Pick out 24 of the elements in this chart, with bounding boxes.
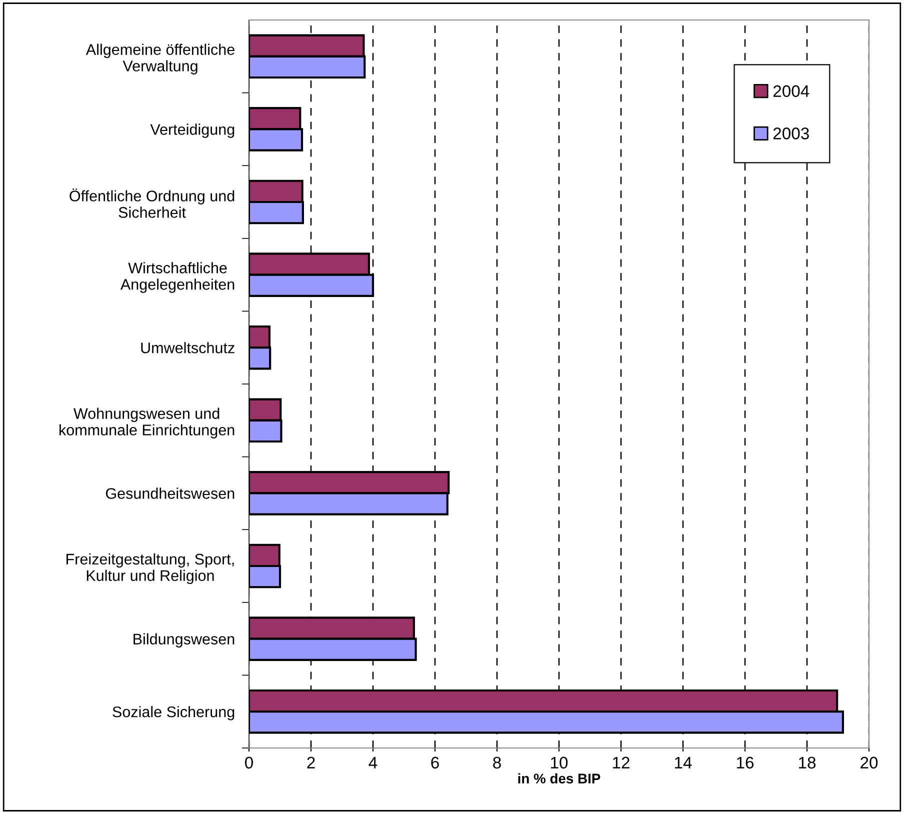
y-tick-label: Wirtschaftliche Angelegenheiten xyxy=(120,262,234,293)
x-tick-label: 2 xyxy=(307,756,315,768)
x-tick-label: 4 xyxy=(368,756,378,768)
x-tick-label: 16 xyxy=(737,756,754,769)
y-tick-label: Bildungswesen xyxy=(134,633,234,648)
x-tick-label: 8 xyxy=(493,756,501,769)
legend-label: 2003 xyxy=(773,128,809,140)
y-tick-label: Öffentliche Ordnung und Sicherheit xyxy=(70,188,234,218)
x-tick-label: 0 xyxy=(245,756,253,769)
y-tick-label: Umweltschutz xyxy=(141,342,234,354)
x-tick-label: 6 xyxy=(431,756,439,769)
x-tick-label: 12 xyxy=(613,756,630,768)
x-tick-label: 18 xyxy=(799,756,816,769)
y-tick-label: Soziale Sicherung xyxy=(112,706,234,720)
y-tick-label: Allgemeine öffentliche Verwaltung xyxy=(86,44,234,74)
x-tick-label: 14 xyxy=(675,756,692,768)
legend-label: 2004 xyxy=(773,85,810,98)
x-axis-title: in % des BIP xyxy=(518,773,600,784)
x-tick-label: 10 xyxy=(551,756,568,769)
y-tick-label: Freizeitgestaltung, Sport, Kultur und Religion xyxy=(66,553,234,584)
x-tick-label: 20 xyxy=(860,756,878,769)
y-tick-label: Gesundheitswesen xyxy=(106,488,234,499)
y-tick-label: Verteidigung xyxy=(150,124,234,138)
y-tick-label: Wohnungswesen und kommunale Einrichtungen xyxy=(60,408,234,438)
